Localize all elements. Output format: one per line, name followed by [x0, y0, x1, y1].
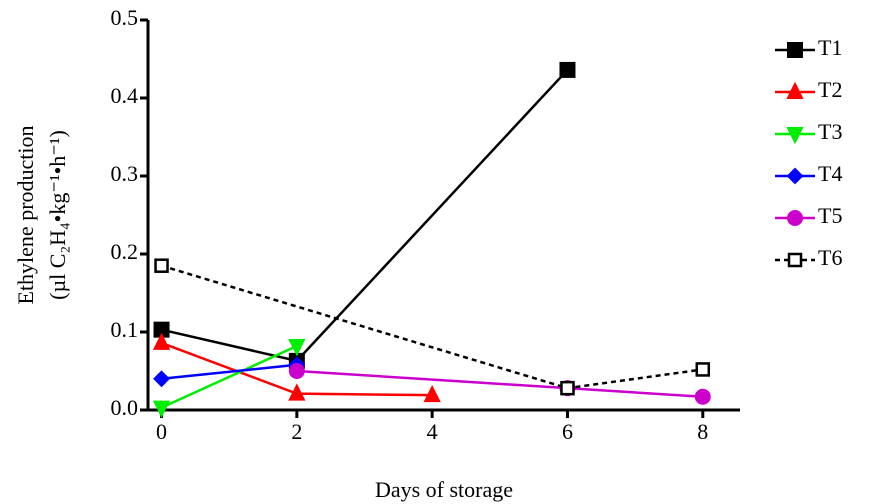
marker	[288, 363, 305, 379]
legend-label: T3	[818, 119, 842, 144]
y-axis-label: Ethylene production	[13, 125, 38, 304]
legend-label: T4	[818, 161, 842, 186]
y-tick-label: 0.1	[111, 317, 139, 342]
legend-marker	[787, 210, 803, 226]
marker	[288, 383, 306, 401]
marker	[153, 370, 170, 388]
x-tick-label: 4	[427, 419, 438, 444]
series-line	[161, 69, 569, 363]
legend-marker	[787, 252, 803, 268]
series-line	[161, 344, 298, 409]
legend-marker	[786, 81, 804, 99]
marker	[154, 258, 169, 273]
y-tick-label: 0.4	[111, 83, 139, 108]
legend-marker	[786, 127, 804, 145]
x-tick-label: 6	[562, 419, 573, 444]
x-tick-label: 8	[697, 419, 708, 444]
marker	[423, 384, 441, 403]
series-line	[296, 369, 703, 398]
y-tick-label: 0.3	[111, 161, 139, 186]
x-tick-label: 0	[156, 419, 167, 444]
series-line	[161, 363, 297, 381]
legend-label: T2	[818, 77, 842, 102]
marker	[152, 332, 171, 350]
legend-marker	[786, 167, 804, 185]
legend-label: T5	[818, 203, 842, 228]
axis	[146, 20, 740, 412]
legend-label: T1	[818, 35, 842, 60]
marker	[152, 400, 171, 418]
x-tick-label: 2	[291, 419, 302, 444]
marker	[694, 388, 711, 405]
marker	[288, 339, 306, 357]
y-tick-label: 0.5	[111, 5, 139, 30]
y-axis-label: (µl C₂H₄•kg⁻¹•h⁻¹)	[45, 130, 70, 300]
legend-label: T6	[818, 245, 842, 270]
y-tick-label: 0.2	[111, 239, 139, 264]
legend-marker	[787, 42, 803, 58]
x-axis-label: Days of storage	[375, 477, 513, 502]
marker	[559, 61, 576, 78]
y-tick-label: 0.0	[111, 395, 139, 420]
marker	[560, 380, 575, 396]
marker	[695, 362, 711, 377]
